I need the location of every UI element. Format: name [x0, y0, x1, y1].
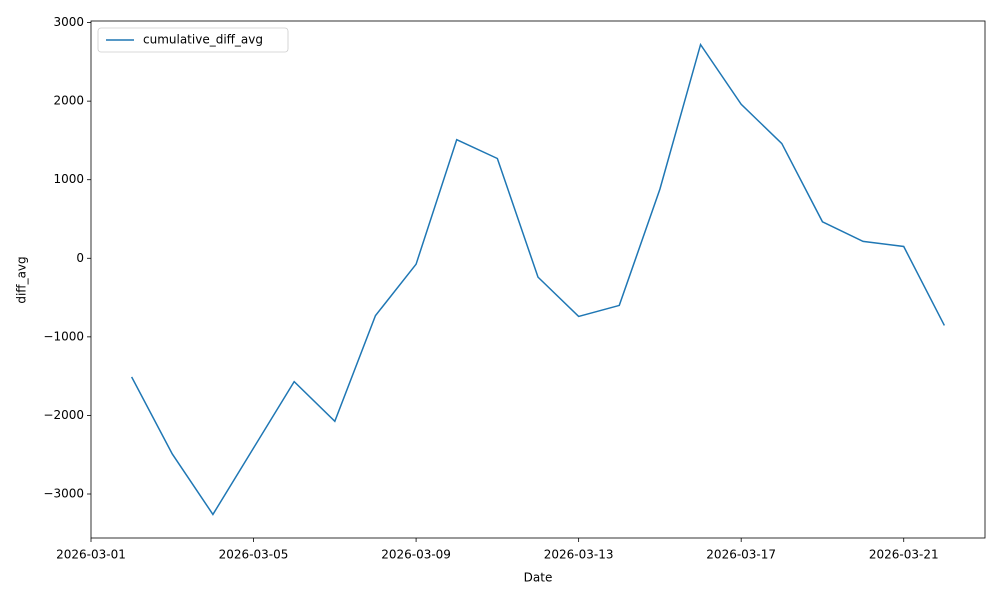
y-tick-label: −1000 — [43, 329, 84, 343]
x-axis-label: Date — [524, 571, 553, 585]
y-axis-label: diff_avg — [15, 256, 29, 303]
legend-box — [97, 27, 289, 53]
line-series — [130, 42, 946, 516]
x-tick-label: 2026-03-13 — [544, 548, 614, 562]
y-tick-label: 1000 — [53, 172, 84, 186]
x-tick-label: 2026-03-05 — [219, 548, 289, 562]
x-tick-label: 2026-03-21 — [869, 548, 939, 562]
x-tick-label: 2026-03-17 — [706, 548, 776, 562]
y-tick-label: 3000 — [53, 15, 84, 29]
legend-label: cumulative_diff_avg — [143, 33, 263, 47]
x-tick-label: 2026-03-01 — [56, 548, 126, 562]
plot-frame — [90, 20, 986, 539]
y-tick-label: 2000 — [53, 94, 84, 108]
y-tick-label: −3000 — [43, 487, 84, 501]
y-tick-label: 0 — [76, 251, 84, 265]
y-tick-label: −2000 — [43, 408, 84, 422]
x-tick-label: 2026-03-09 — [381, 548, 451, 562]
